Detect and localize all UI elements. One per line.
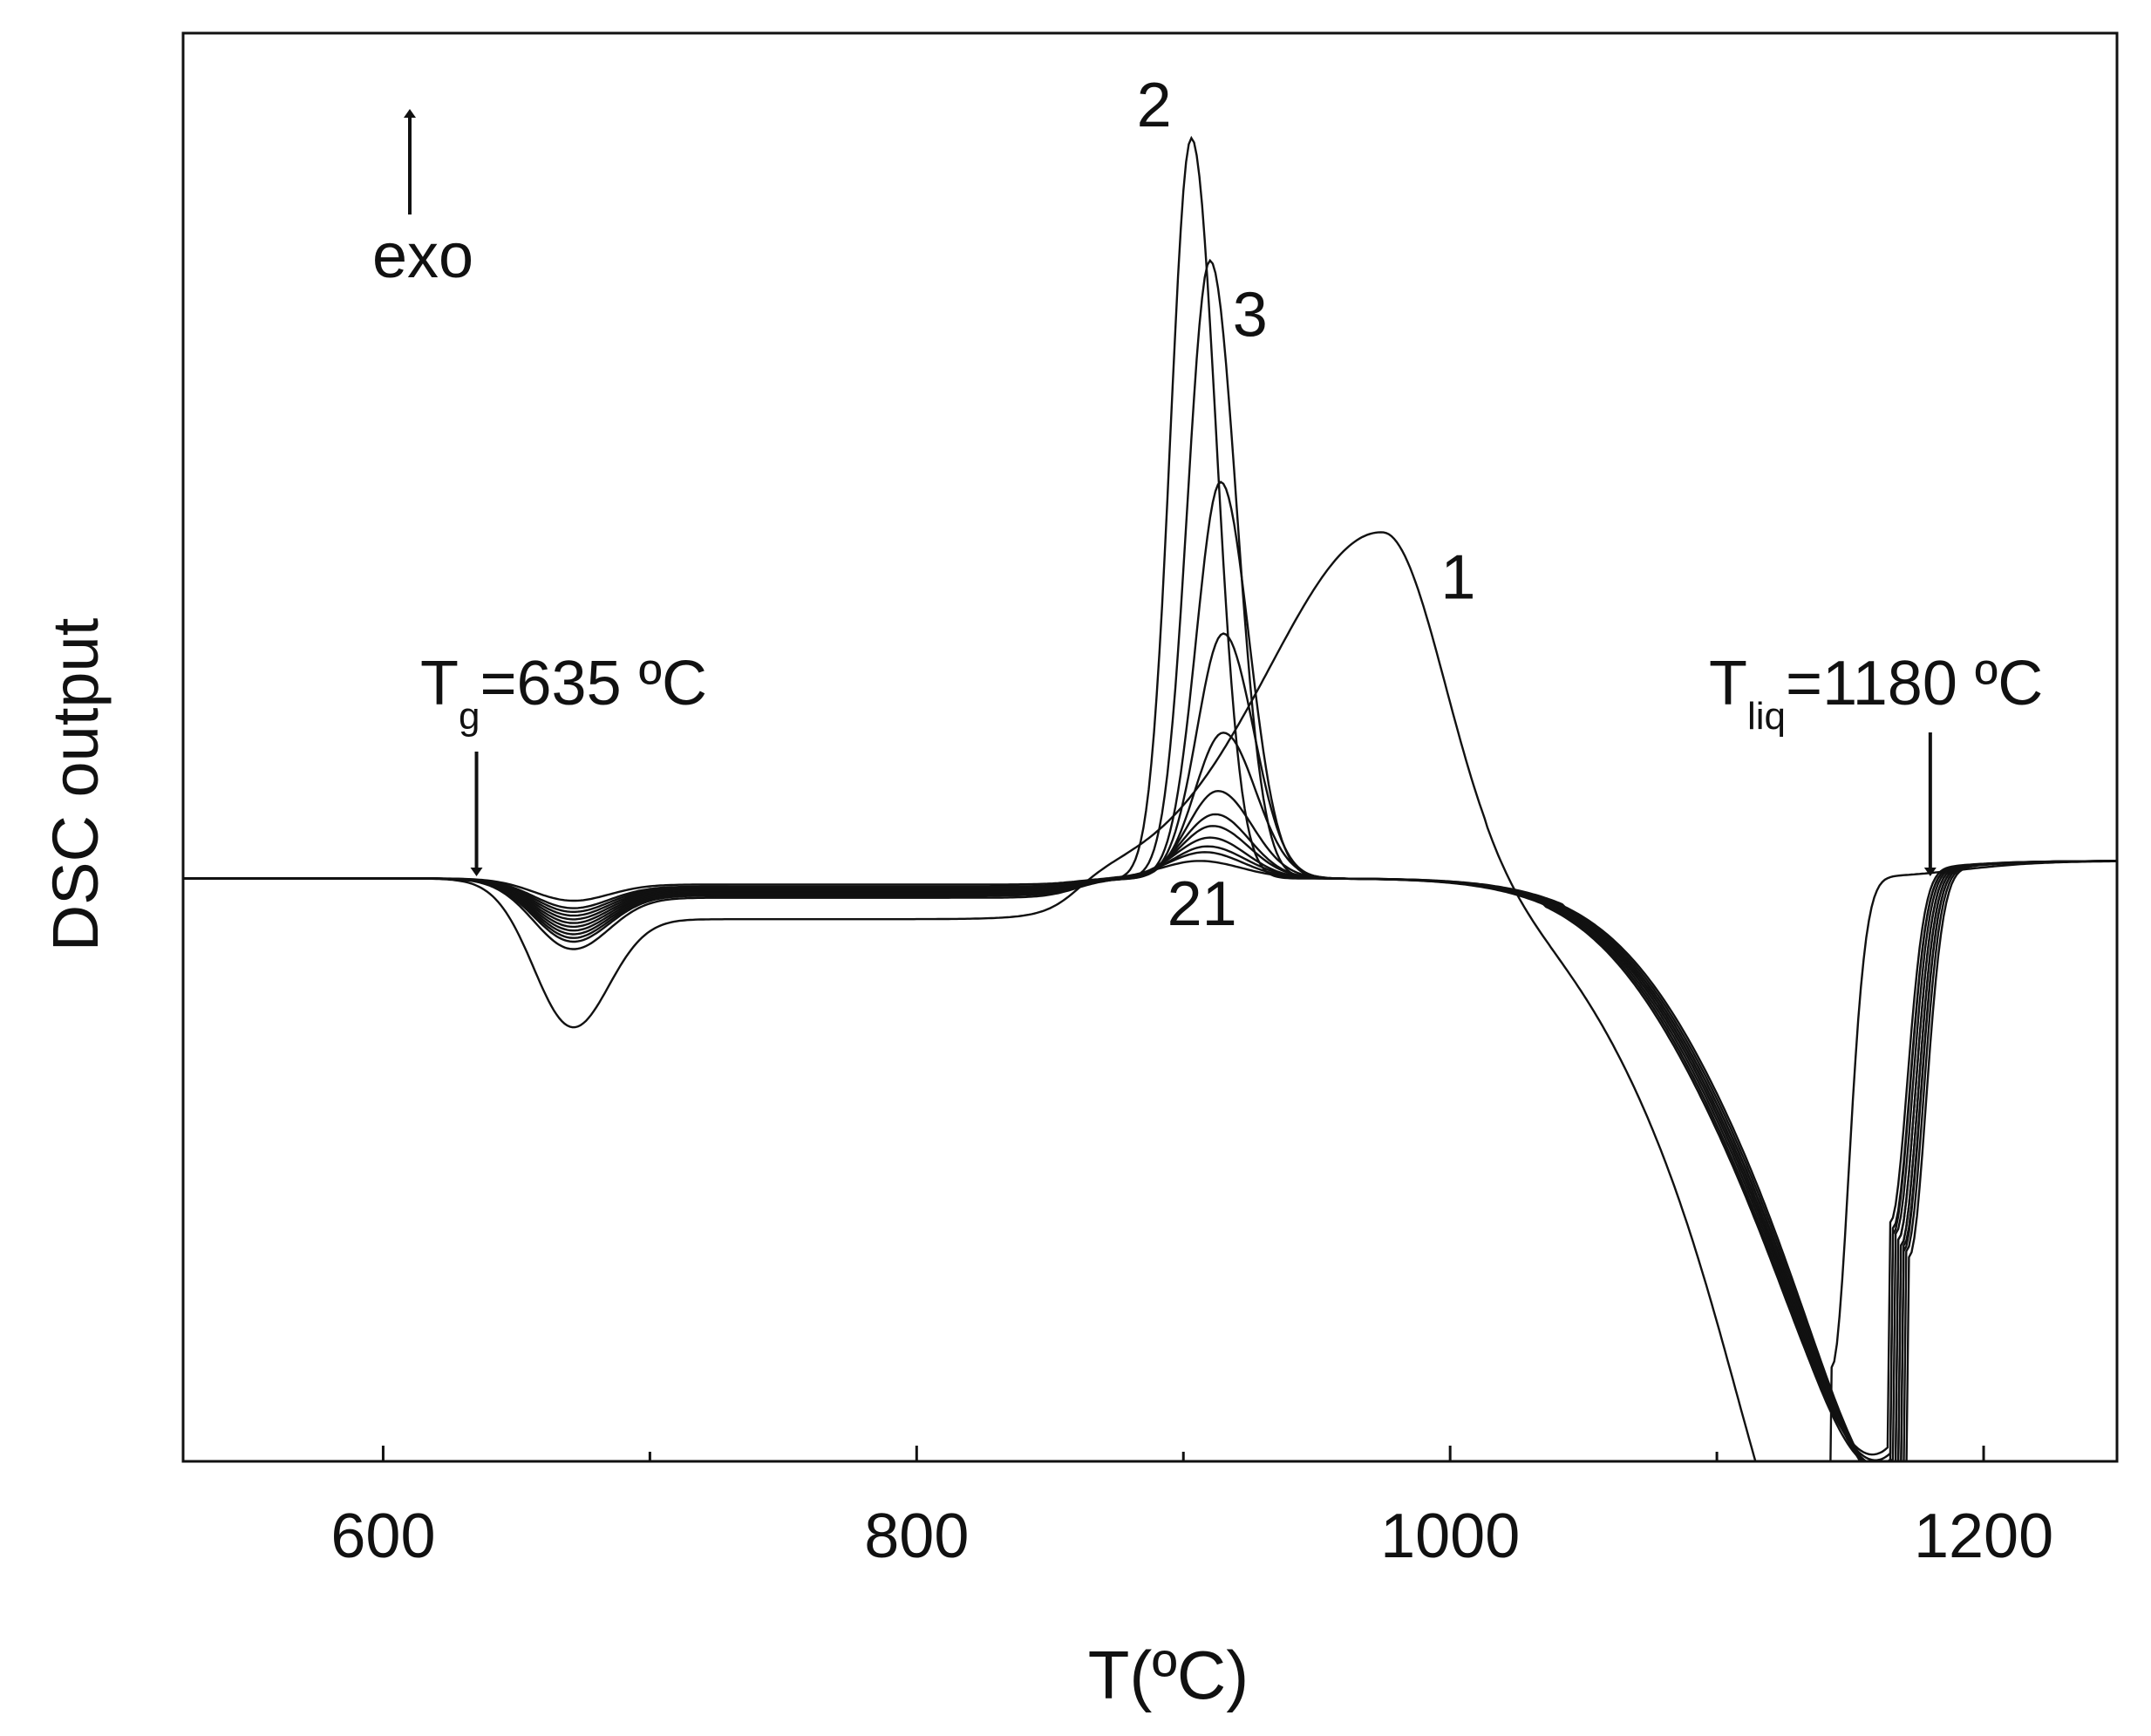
exo-indicator: exo bbox=[372, 109, 473, 291]
dsc-curve-2 bbox=[183, 135, 2117, 1456]
temperature-annotations: Tg=635 ºC Tliq=1180 ºC bbox=[420, 649, 2043, 876]
dsc-curve-21 bbox=[183, 860, 2117, 1461]
curve-label: 3 bbox=[1233, 281, 1268, 351]
dsc-curve-3 bbox=[183, 258, 2117, 1461]
x-tick-label: 1000 bbox=[1380, 1501, 1520, 1571]
curve-label: 2 bbox=[1137, 71, 1172, 140]
dsc-curve-5 bbox=[183, 632, 2117, 1461]
annotation-label: Tliq=1180 ºC bbox=[1709, 649, 2043, 738]
dsc-curve-1 bbox=[183, 531, 2117, 1461]
exo-label: exo bbox=[372, 221, 473, 291]
dsc-curve-7 bbox=[183, 789, 2117, 1461]
curve-label: 21 bbox=[1167, 869, 1237, 939]
annotation-label: Tg=635 ºC bbox=[420, 649, 707, 738]
x-tick-label: 600 bbox=[330, 1501, 435, 1571]
dsc-curve-11 bbox=[183, 845, 2117, 1461]
dsc-curves bbox=[183, 135, 2117, 1461]
plot-frame bbox=[181, 31, 2119, 1463]
dsc-curve-6 bbox=[183, 732, 2117, 1461]
curve-labels: 1 2 3 21 bbox=[1137, 71, 1476, 939]
y-axis-label: DSC output bbox=[39, 617, 112, 951]
x-tick-label: 800 bbox=[864, 1501, 969, 1571]
x-ticks bbox=[381, 1446, 1985, 1461]
dsc-curve-4 bbox=[183, 480, 2117, 1461]
x-tick-label: 1200 bbox=[1914, 1501, 2053, 1571]
x-tick-labels: 600 800 1000 1200 bbox=[330, 1501, 2053, 1571]
curve-label: 1 bbox=[1440, 543, 1475, 613]
x-axis-label: T(ºC) bbox=[1088, 1637, 1249, 1713]
